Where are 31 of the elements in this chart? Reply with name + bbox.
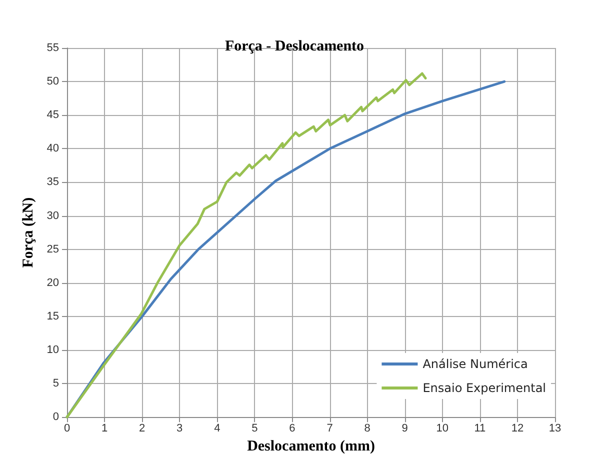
y-tick-label: 20 [46,276,59,289]
x-tick-label: 11 [474,422,486,435]
x-tick-label: 0 [64,422,70,435]
x-tick-label: 12 [511,422,524,435]
legend-label: Análise Numérica [422,357,528,371]
x-tick-label: 2 [139,422,146,435]
x-tick-label: 7 [326,422,333,435]
x-tick-label: 6 [289,422,296,435]
x-tick-label: 3 [176,422,183,435]
legend-label: Ensaio Experimental [422,381,546,395]
y-tick-label: 40 [46,142,59,155]
x-tick-label: 9 [402,422,408,435]
y-tick-label: 55 [46,42,59,54]
y-tick-label: 50 [46,76,59,88]
chart-title: Força - Deslocamento [224,38,364,54]
x-tick-label: 8 [364,422,370,435]
y-tick-label: 5 [52,378,59,390]
y-axis-title: Força (kN) [20,197,36,268]
y-tick-label: 15 [46,310,59,322]
y-tick-label: 25 [46,243,59,256]
y-tick-label: 35 [46,176,59,188]
x-tick-label: 10 [436,422,449,435]
x-tick-label: 1 [101,422,108,435]
x-axis-title: Deslocamento (mm) [247,438,375,454]
x-tick-label: 13 [548,422,562,435]
y-tick-label: 10 [46,344,59,356]
y-tick-label: 0 [52,411,59,424]
x-tick-label: 4 [214,422,220,435]
y-tick-label: 45 [46,109,59,122]
x-tick-label: 5 [252,422,258,435]
y-tick-label: 30 [46,210,59,222]
